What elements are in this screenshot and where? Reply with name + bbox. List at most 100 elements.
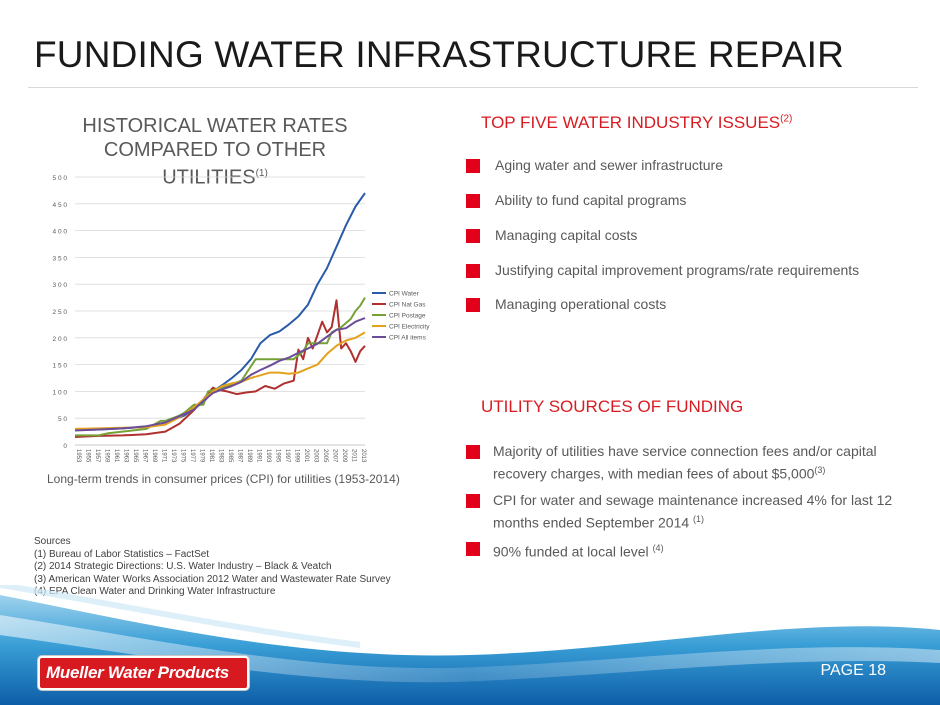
x-tick-label: 1957 [94, 449, 100, 463]
funding-text: Majority of utilities have service conne… [493, 442, 906, 484]
x-tick-label: 2009 [341, 449, 347, 463]
x-tick-label: 1971 [161, 449, 167, 463]
x-tick-label: 2011 [351, 449, 357, 463]
funding-heading: UTILITY SOURCES OF FUNDING [481, 397, 744, 416]
utility-cpi-line-chart: 0 5 0 1 0 0 1 5 0 2 0 0 2 5 0 3 0 0 3 5 0 4 0 0 4… [53, 175, 431, 463]
funding-text-ref: (1) [693, 514, 705, 524]
legend-label: CPI Water [389, 291, 420, 298]
red-square-bullet-icon [466, 298, 480, 312]
source-line: (1) Bureau of Labor Statistics – FactSet [34, 548, 210, 560]
series-line [74, 331, 366, 430]
x-tick-label: 1985 [227, 449, 233, 463]
funding-text-body: Majority of utilities have service conne… [493, 443, 877, 482]
funding-text: CPI for water and sewage maintenance inc… [493, 491, 906, 533]
x-tick-label: 1955 [85, 449, 91, 463]
y-tick-label: 2 5 0 [53, 309, 68, 316]
y-tick-label: 3 0 0 [53, 282, 68, 289]
chart-title-ref: (1) [255, 168, 268, 179]
y-tick-label: 2 0 0 [53, 336, 68, 343]
x-tick-label: 1977 [189, 449, 195, 463]
issues-heading-text: TOP FIVE WATER INDUSTRY ISSUES [481, 113, 781, 132]
x-tick-label: 1969 [151, 449, 157, 463]
legend-label: CPI Nat Gas [389, 302, 426, 309]
issue-text: Managing capital costs [495, 227, 638, 243]
issue-item: Ability to fund capital programs [466, 192, 906, 212]
issues-heading-ref: (2) [780, 113, 793, 125]
x-tick-label: 1975 [180, 449, 186, 463]
issue-item: Justifying capital improvement programs/… [466, 262, 906, 282]
legend-label: CPI Postage [389, 313, 426, 320]
series-line [74, 299, 366, 438]
source-line: (2) 2014 Strategic Directions: U.S. Wate… [34, 561, 332, 572]
x-tick-label: 1963 [123, 449, 129, 463]
x-tick-label: 2005 [322, 449, 328, 463]
x-tick-label: 1991 [256, 449, 262, 463]
x-tick-label: 1973 [170, 449, 176, 463]
y-tick-label: 1 0 0 [53, 389, 68, 396]
x-tick-label: 1999 [294, 449, 300, 463]
chart-caption: Long-term trends in consumer prices (CPI… [47, 472, 400, 486]
series-line [75, 297, 366, 437]
issue-item: Managing operational costs [466, 296, 906, 316]
issue-text: Ability to fund capital programs [495, 192, 687, 208]
y-tick-label: 5 0 0 [53, 175, 68, 182]
company-logo-text: Mueller Water Products [46, 663, 229, 682]
y-tick-label: 3 5 0 [53, 255, 68, 262]
red-square-bullet-icon [466, 159, 480, 173]
y-tick-label: 0 [63, 443, 67, 450]
legend-label: CPI Electricity [389, 324, 430, 331]
y-tick-label: 4 5 0 [53, 202, 68, 209]
x-tick-label: 1979 [199, 449, 205, 463]
x-tick-label: 1967 [142, 449, 148, 463]
issues-heading: TOP FIVE WATER INDUSTRY ISSUES(2) [481, 113, 792, 133]
sources-block: Sources (1) Bureau of Labor Statistics –… [34, 536, 391, 599]
x-tick-label: 1959 [104, 449, 110, 463]
x-tick-label: 1995 [275, 449, 281, 463]
source-line: (3) American Water Works Association 201… [34, 573, 391, 585]
sources-heading: Sources [34, 536, 71, 547]
slide-title: FUNDING WATER INFRASTRUCTURE REPAIR [34, 34, 845, 75]
issue-text: Aging water and sewer infrastructure [495, 157, 723, 173]
red-square-bullet-icon [466, 264, 480, 278]
funding-text-ref: (4) [652, 543, 664, 553]
issue-text: Managing operational costs [495, 296, 667, 312]
issue-item: Aging water and sewer infrastructure [466, 157, 906, 177]
funding-text-body: 90% funded at local level [493, 543, 653, 560]
x-tick-label: 1993 [265, 449, 271, 463]
chart-title-line1: HISTORICAL WATER RATES [82, 115, 348, 137]
title-divider [28, 87, 918, 88]
issue-item: Managing capital costs [466, 227, 906, 247]
page-number: PAGE 18 [820, 662, 886, 679]
red-square-bullet-icon [466, 194, 480, 208]
source-line: (4) EPA Clean Water and Drinking Water I… [34, 586, 276, 597]
series-line [74, 192, 366, 431]
x-tick-label: 2003 [313, 449, 319, 463]
x-tick-label: 1953 [75, 449, 81, 463]
x-tick-label: 2007 [332, 449, 338, 463]
x-tick-label: 1989 [246, 449, 252, 463]
x-tick-label: 1997 [284, 449, 290, 463]
chart-title: HISTORICAL WATER RATES COMPARED TO OTHER… [60, 114, 370, 190]
red-square-bullet-icon [466, 542, 480, 556]
y-tick-label: 1 5 0 [53, 363, 68, 370]
y-tick-label: 4 0 0 [53, 229, 68, 236]
x-tick-label: 1961 [113, 449, 119, 463]
x-tick-label: 1965 [132, 449, 138, 463]
series-line [74, 317, 366, 432]
x-tick-label: 1983 [218, 449, 224, 463]
chart-title-line2: COMPARED TO OTHER UTILITIES [103, 139, 327, 189]
funding-text-ref: (3) [814, 465, 826, 475]
x-tick-label: 2013 [360, 449, 366, 463]
x-tick-label: 2001 [303, 449, 309, 463]
issue-text: Justifying capital improvement programs/… [495, 262, 860, 278]
x-tick-label: 1987 [237, 449, 243, 463]
red-square-bullet-icon [466, 494, 480, 508]
company-logo: Mueller Water Products [38, 656, 249, 690]
funding-text-body: CPI for water and sewage maintenance inc… [493, 492, 893, 531]
funding-text: 90% funded at local level (4) [493, 539, 664, 562]
red-square-bullet-icon [466, 229, 480, 243]
x-tick-label: 1981 [208, 449, 214, 463]
legend-label: CPI All items [389, 335, 427, 342]
red-square-bullet-icon [466, 445, 480, 459]
y-tick-label: 5 0 [58, 416, 67, 423]
